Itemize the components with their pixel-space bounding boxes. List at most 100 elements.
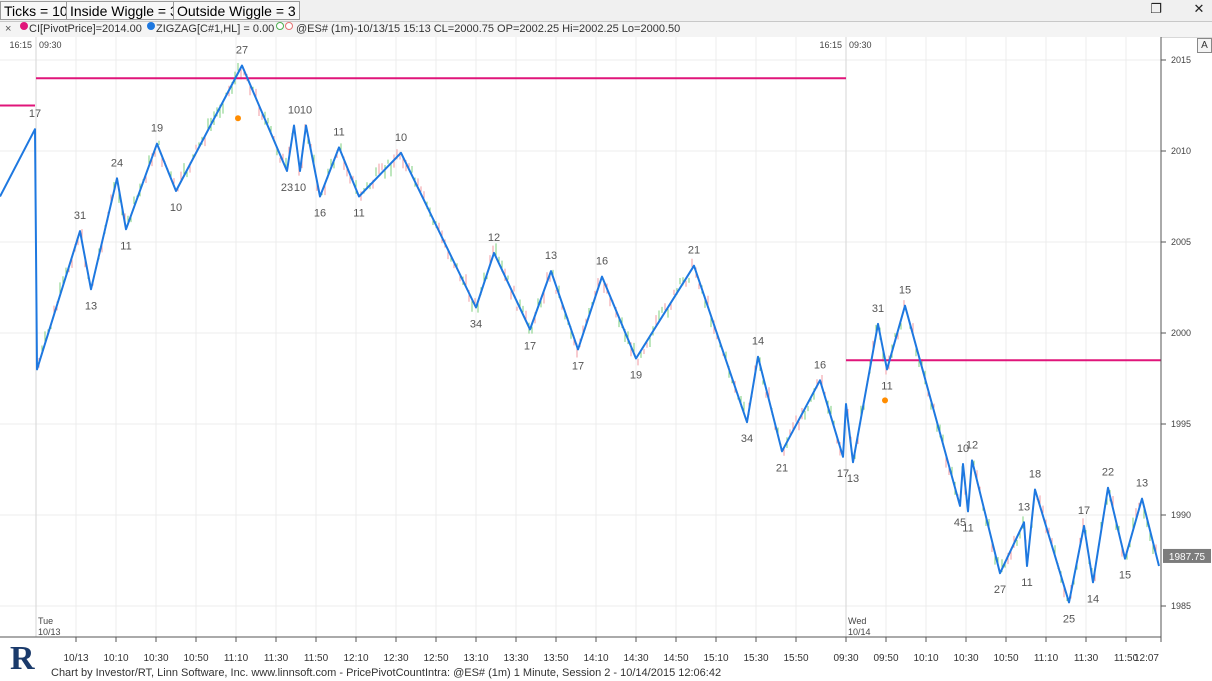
price-tick-label: 2015 [1171, 55, 1191, 65]
swing-count-label: 25 [1063, 613, 1075, 625]
swing-count-label: 16 [814, 359, 826, 371]
swing-count-label: 13 [847, 473, 859, 485]
day-label: Tue [38, 616, 53, 626]
swing-count-label: 31 [74, 210, 86, 222]
swing-count-label: 13 [1018, 501, 1030, 513]
legend-quote[interactable]: @ES# (1m)-10/13/15 15:13 CL=2000.75 OP=2… [296, 23, 681, 35]
restore-icon[interactable]: ❐ [1150, 2, 1162, 17]
swing-count-label: 16 [596, 256, 608, 268]
time-tick-label: 10:10 [103, 653, 128, 664]
time-tick-label: 11:30 [264, 653, 289, 664]
chart-footer: R Chart by Investor/RT, Linn Software, I… [0, 640, 1212, 681]
swing-count-label: 15 [899, 285, 911, 297]
time-tick-label: 09:30 [833, 653, 858, 664]
current-price-tag [1163, 548, 1211, 563]
price-tick-label: 2005 [1171, 237, 1191, 247]
time-tick-label: 12:50 [423, 653, 448, 664]
up-bar-dot-icon [276, 22, 284, 30]
time-tick-label: 10:30 [953, 653, 978, 664]
session-open-label: 09:30 [849, 40, 872, 50]
time-tick-label: 13:30 [503, 653, 528, 664]
time-tick-label: 13:50 [543, 653, 568, 664]
close-icon[interactable]: ✕ [1193, 2, 1205, 17]
swing-count-label: 11 [962, 522, 973, 534]
swing-count-label: 17 [1078, 505, 1090, 517]
legend-close-icon[interactable]: × [5, 23, 12, 35]
price-tick-label: 2000 [1171, 328, 1191, 338]
swing-count-label: 22 [1102, 467, 1114, 479]
pivot-marker [882, 397, 888, 404]
plot-area [0, 37, 1161, 637]
swing-count-label: 24 [111, 157, 123, 169]
time-tick-label: 14:50 [663, 653, 688, 664]
time-tick-label: 10:10 [913, 653, 938, 664]
chart-legend: × CI[PivotPrice]=2014.00 ZIGZAG[C#1,HL] … [0, 22, 1212, 38]
time-tick-label: 10:30 [143, 653, 168, 664]
swing-count-label: 16 [314, 208, 326, 220]
price-tick-label: 2010 [1171, 146, 1191, 156]
swing-count-label: 13 [545, 250, 557, 262]
pivot-dot-icon [20, 22, 28, 30]
time-tick-label: 11:10 [224, 653, 249, 664]
swing-count-label: 11 [353, 208, 364, 220]
swing-count-label: 10 [288, 105, 300, 117]
swing-count-label: 10 [170, 202, 182, 214]
session-open-label: 09:30 [39, 40, 62, 50]
swing-count-label: 19 [630, 369, 642, 381]
current-price-label: 1987.75 [1169, 552, 1206, 563]
time-tick-label: 11:50 [1114, 653, 1139, 664]
legend-zigzag[interactable]: ZIGZAG[C#1,HL] = 0.00 [156, 23, 275, 35]
time-tick-label: 14:30 [623, 653, 648, 664]
session-close-label: 16:15 [9, 40, 32, 50]
swing-count-label: 12 [488, 232, 500, 244]
swing-count-label: 17 [524, 340, 536, 352]
swing-count-label: 27 [236, 44, 248, 56]
time-tick-label: 13:10 [463, 653, 488, 664]
tab-ticks[interactable]: Ticks = 10 [0, 1, 72, 20]
swing-count-label: 18 [1029, 469, 1041, 481]
time-tick-label: 15:30 [743, 653, 768, 664]
tab-outside-wiggle[interactable]: Outside Wiggle = 3 [173, 1, 300, 20]
time-tick-label: 11:10 [1034, 653, 1059, 664]
legend-pivot[interactable]: CI[PivotPrice]=2014.00 [29, 23, 142, 35]
swing-count-label: 10 [300, 105, 312, 117]
swing-count-label: 14 [752, 336, 764, 348]
date-label: 10/13 [38, 627, 61, 637]
time-tick-label: 12:10 [343, 653, 368, 664]
swing-count-label: 14 [1087, 593, 1099, 605]
session-close-label: 16:15 [819, 40, 842, 50]
swing-count-label: 21 [688, 245, 700, 257]
swing-count-label: 15 [1119, 570, 1131, 582]
time-tick-label: 11:50 [304, 653, 329, 664]
swing-count-label: 45 [954, 517, 966, 529]
swing-count-label: 10 [957, 443, 969, 455]
swing-count-label: 31 [872, 303, 884, 315]
swing-count-label: 13 [85, 300, 97, 312]
swing-count-label: 19 [151, 123, 163, 135]
price-tick-label: 1985 [1171, 601, 1191, 611]
swing-count-label: 11 [333, 126, 344, 138]
price-chart[interactable]: 1731132411191027231010101611111034121713… [0, 37, 1212, 665]
swing-count-label: 10 [294, 182, 306, 194]
swing-count-label: 27 [994, 584, 1006, 596]
time-tick-label: 10:50 [183, 653, 208, 664]
time-tick-label: 10:50 [993, 653, 1018, 664]
time-tick-label: 09:50 [873, 653, 898, 664]
swing-count-label: 23 [281, 182, 293, 194]
indicator-tab-bar: Ticks = 10 Inside Wiggle = 3 Outside Wig… [0, 0, 1212, 22]
zigzag-line [0, 64, 1160, 604]
day-label: Wed [848, 616, 866, 626]
swing-count-label: 11 [881, 380, 892, 392]
swing-count-label: 13 [1136, 478, 1148, 490]
tab-inside-wiggle[interactable]: Inside Wiggle = 3 [66, 1, 182, 20]
time-tick-label: 11:30 [1074, 653, 1099, 664]
pivot-marker [235, 115, 241, 122]
swing-count-label: 34 [741, 433, 753, 445]
swing-count-label: 34 [470, 319, 482, 331]
time-tick-label: 10/13 [63, 653, 88, 664]
time-tick-label: 12:30 [383, 653, 408, 664]
time-tick-label: 14:10 [583, 653, 608, 664]
down-bar-dot-icon [285, 22, 293, 30]
zigzag-dot-icon [147, 22, 155, 30]
time-tick-label: 15:50 [783, 653, 808, 664]
